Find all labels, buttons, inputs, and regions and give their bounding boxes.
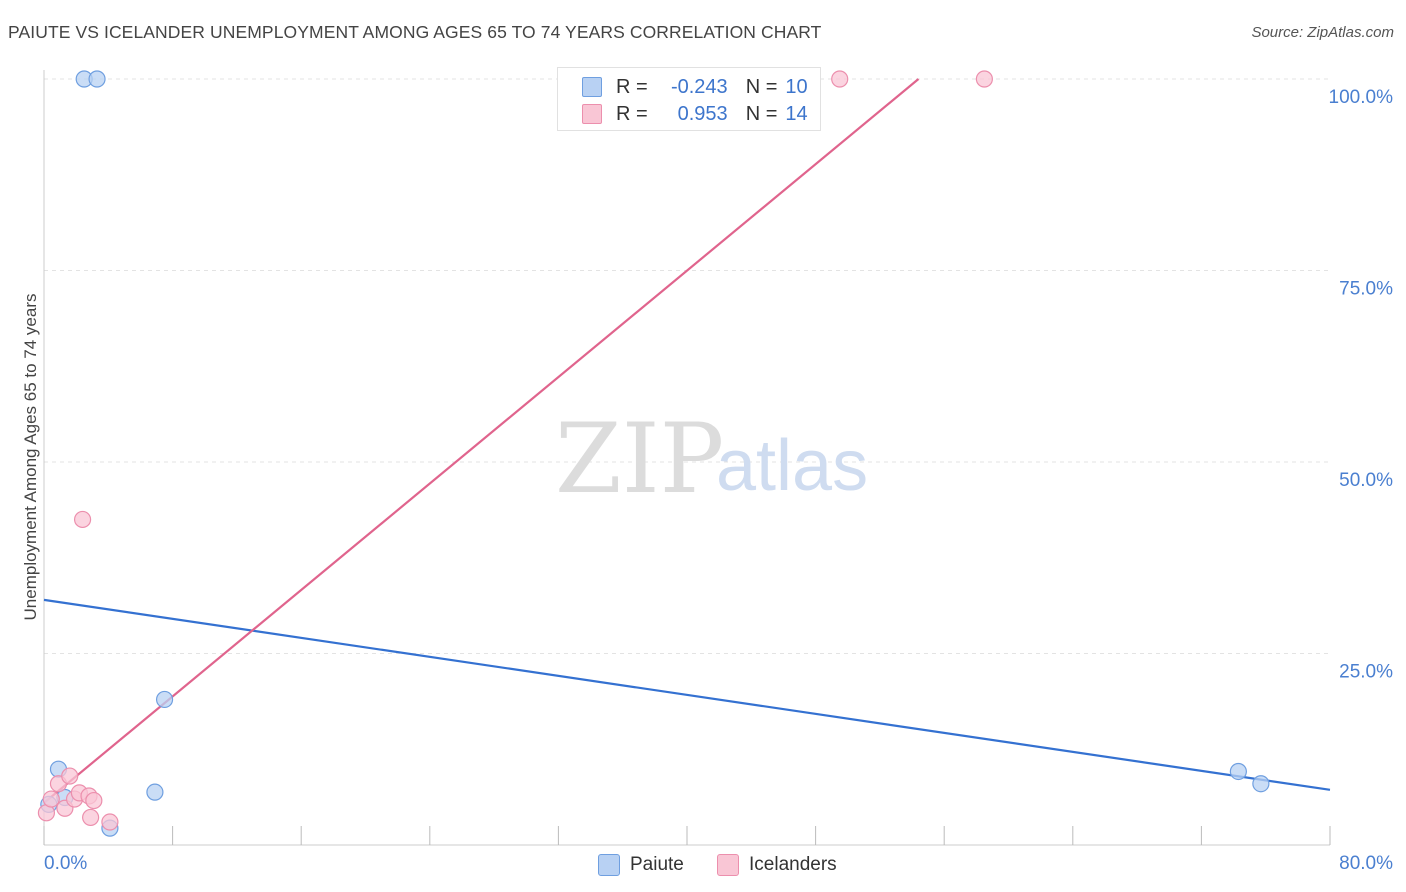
gridlines xyxy=(44,78,1330,654)
correlation-legend: R = -0.243 N = 10 R = 0.953 N = 14 xyxy=(557,67,821,131)
r-value-icelanders: 0.953 xyxy=(677,102,728,125)
icelanders-point[interactable] xyxy=(85,791,103,810)
icelanders-swatch xyxy=(582,104,602,124)
icelanders-point[interactable] xyxy=(831,70,849,88)
legend-item-icelanders[interactable]: Icelanders xyxy=(717,852,837,878)
legend-item-paiute[interactable]: Paiute xyxy=(598,852,684,878)
source-label: Source: ZipAtlas.com xyxy=(1251,24,1394,41)
axes xyxy=(43,70,1331,846)
n-value-icelanders: 14 xyxy=(785,102,808,125)
paiute-point[interactable] xyxy=(88,70,106,88)
icelanders-point[interactable] xyxy=(73,510,92,529)
x-tick-labels: 0.0% 80.0% xyxy=(44,853,1393,874)
y-tick-labels: 25.0% 50.0% 75.0% 100.0% xyxy=(1329,87,1394,683)
y-axis-label: Unemployment Among Ages 65 to 74 years xyxy=(21,294,40,621)
watermark-zip: ZIP xyxy=(555,403,724,515)
legend-row-icelanders: R = 0.953 N = 14 xyxy=(582,101,808,127)
icelanders-point[interactable] xyxy=(82,808,100,827)
r-label: R = xyxy=(616,75,648,98)
y-tick-label: 25.0% xyxy=(1339,662,1393,683)
n-value-paiute: 10 xyxy=(785,75,808,98)
trend-lines xyxy=(43,78,1331,804)
r-label: R = xyxy=(616,102,648,125)
chart-title: PAIUTE VS ICELANDER UNEMPLOYMENT AMONG A… xyxy=(8,22,822,42)
legend-row-paiute: R = -0.243 N = 10 xyxy=(582,74,808,100)
icelanders-trend-line xyxy=(43,78,920,804)
x-tick-label-min: 0.0% xyxy=(44,853,87,874)
watermark-atlas: atlas xyxy=(716,426,868,506)
y-tick-label: 50.0% xyxy=(1339,470,1393,491)
n-label: N = xyxy=(745,102,778,125)
paiute-legend-swatch xyxy=(598,854,620,876)
x-tick-label-max: 80.0% xyxy=(1339,853,1393,874)
paiute-point[interactable] xyxy=(155,690,174,709)
paiute-point[interactable] xyxy=(1229,762,1247,781)
icelanders-point[interactable] xyxy=(975,70,993,88)
icelanders-point[interactable] xyxy=(61,767,79,785)
paiute-point[interactable] xyxy=(146,783,164,801)
r-value-paiute: -0.243 xyxy=(670,75,728,98)
n-label: N = xyxy=(745,75,778,98)
paiute-swatch xyxy=(582,77,602,97)
paiute-point[interactable] xyxy=(1252,775,1270,793)
y-tick-label: 75.0% xyxy=(1339,279,1393,300)
y-tick-label: 100.0% xyxy=(1329,87,1394,108)
scatter-points xyxy=(37,70,1270,837)
icelanders-legend-swatch xyxy=(717,854,739,876)
paiute-legend-label: Paiute xyxy=(630,854,684,875)
icelanders-point[interactable] xyxy=(101,813,119,831)
paiute-trend-line xyxy=(43,598,1331,791)
icelanders-point[interactable] xyxy=(42,790,60,808)
icelanders-legend-label: Icelanders xyxy=(749,854,837,875)
